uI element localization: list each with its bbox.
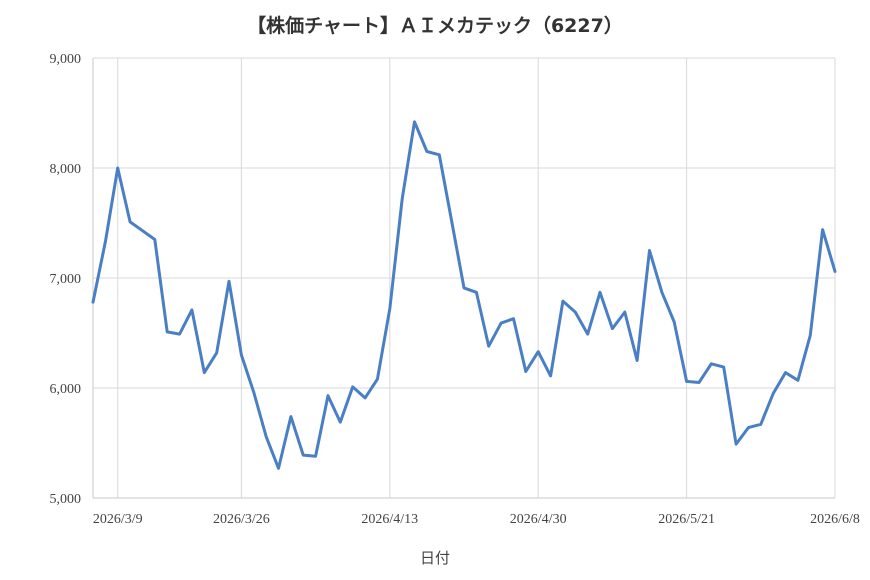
x-tick-label: 2026/3/9	[93, 512, 143, 527]
y-tick-label: 9,000	[50, 52, 82, 67]
data-point	[574, 311, 577, 314]
y-tick-label: 6,000	[50, 382, 82, 397]
data-point	[153, 238, 156, 241]
y-tick-label: 8,000	[50, 162, 82, 177]
data-point	[784, 371, 787, 374]
axes	[92, 58, 836, 499]
data-point	[772, 392, 775, 395]
data-point	[178, 333, 181, 336]
data-point	[648, 249, 651, 252]
data-point	[697, 381, 700, 384]
grid-lines	[93, 57, 836, 499]
data-point	[277, 467, 280, 470]
data-point	[413, 120, 416, 123]
data-point	[326, 394, 329, 397]
data-point	[524, 370, 527, 373]
data-point	[203, 371, 206, 374]
data-point	[599, 291, 602, 294]
data-point	[376, 378, 379, 381]
data-point	[747, 426, 750, 429]
data-point	[265, 435, 268, 438]
data-point	[500, 322, 503, 325]
data-point	[611, 327, 614, 330]
data-point	[673, 321, 676, 324]
data-point	[735, 443, 738, 446]
data-point	[425, 150, 428, 153]
data-point	[129, 220, 132, 223]
data-point	[240, 354, 243, 357]
series-layer	[91, 120, 837, 470]
x-axis-tick-labels: 2026/3/9 2026/3/26 2026/4/13 2026/4/30 2026/…	[93, 512, 860, 527]
data-point	[512, 317, 515, 320]
data-point	[685, 380, 688, 383]
data-point	[796, 379, 799, 382]
data-point	[722, 366, 725, 369]
y-axis-tick-labels: 5,000 6,000 7,000 8,000 9,000	[50, 52, 82, 507]
x-tick-label: 2026/6/8	[810, 512, 860, 527]
data-point	[104, 240, 107, 243]
data-point	[92, 301, 95, 304]
data-point	[623, 311, 626, 314]
data-point	[215, 351, 218, 354]
x-tick-label: 2026/3/26	[213, 512, 270, 527]
data-point	[586, 333, 589, 336]
data-point	[190, 308, 193, 311]
data-point	[809, 334, 812, 337]
data-point	[710, 362, 713, 365]
x-axis-label: 日付	[420, 549, 450, 567]
x-tick-label: 2026/4/13	[361, 512, 418, 527]
data-point	[834, 270, 837, 273]
data-point	[302, 454, 305, 457]
data-point	[660, 291, 663, 294]
data-point	[759, 423, 762, 426]
data-point	[549, 374, 552, 377]
data-point	[636, 359, 639, 362]
data-point	[252, 391, 255, 394]
data-point	[314, 455, 317, 458]
y-tick-label: 5,000	[50, 492, 82, 507]
data-point	[438, 153, 441, 156]
data-point	[351, 385, 354, 388]
data-point	[388, 307, 391, 310]
data-point	[450, 219, 453, 222]
data-point	[339, 421, 342, 424]
data-point	[561, 300, 564, 303]
data-point	[228, 280, 231, 283]
data-point	[537, 350, 540, 353]
data-point	[364, 396, 367, 399]
price-series-line	[91, 120, 837, 470]
data-point	[475, 291, 478, 294]
data-point	[463, 286, 466, 289]
data-point	[487, 345, 490, 348]
x-tick-label: 2026/4/30	[510, 512, 567, 527]
data-point	[166, 330, 169, 333]
y-tick-label: 7,000	[50, 272, 82, 287]
data-point	[289, 415, 292, 418]
data-point	[401, 197, 404, 200]
data-point	[821, 228, 824, 231]
x-tick-label: 2026/5/21	[658, 512, 715, 527]
chart-title: 【株価チャート】ＡＩメカテック（6227）	[247, 14, 623, 37]
data-point	[116, 167, 119, 170]
data-point	[141, 229, 144, 232]
